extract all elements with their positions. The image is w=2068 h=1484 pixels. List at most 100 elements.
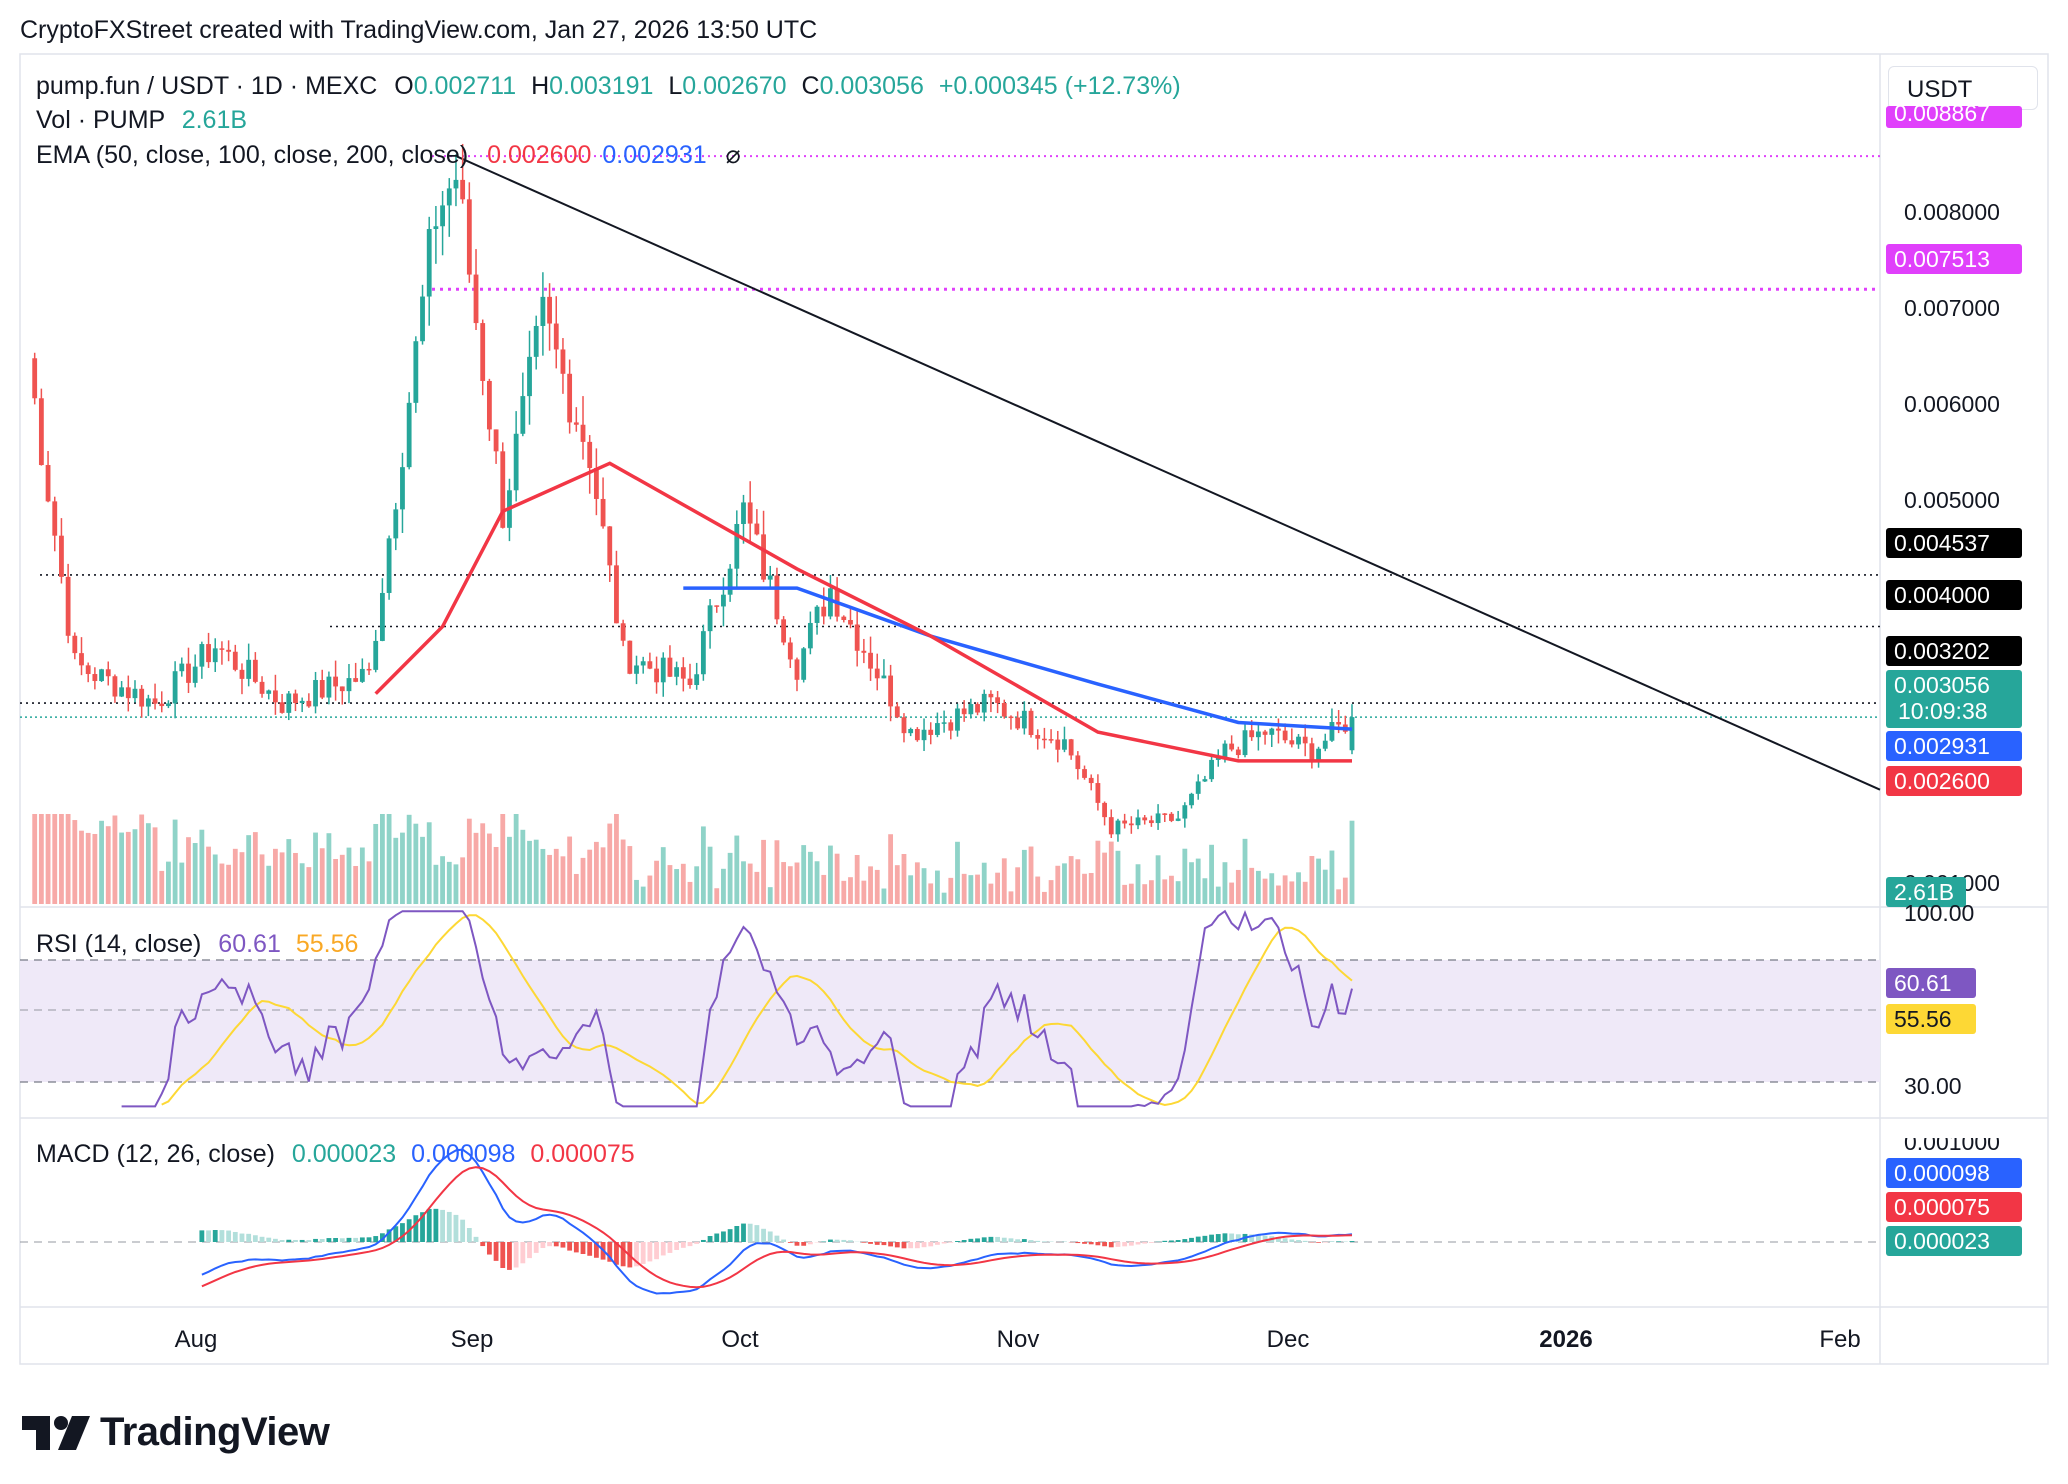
volume-bar xyxy=(440,856,445,904)
candle-body xyxy=(1102,802,1107,818)
candle-body xyxy=(393,509,399,539)
candle-body xyxy=(747,502,753,524)
candle-body xyxy=(1108,817,1114,835)
candle-body xyxy=(453,179,459,189)
ema100-line xyxy=(683,586,1353,731)
price-tick: 0.006000 xyxy=(1904,391,2000,417)
macd-histogram-bar xyxy=(1302,1240,1308,1242)
volume-bar xyxy=(908,875,914,904)
macd-histogram-bar xyxy=(1088,1242,1094,1245)
candle-body xyxy=(1088,777,1094,784)
ema-label: EMA (50, close, 100, close, 200, close) xyxy=(36,141,469,169)
macd-histogram-bar xyxy=(346,1237,352,1242)
macd-histogram-bar xyxy=(868,1242,873,1244)
candle-body xyxy=(299,700,305,704)
macd-histogram-bar xyxy=(774,1235,780,1242)
ema-legend[interactable]: EMA (50, close, 100, close, 200, close) … xyxy=(36,140,741,170)
ema50-line xyxy=(374,461,1352,763)
volume-bar xyxy=(1135,864,1141,904)
volume-bar xyxy=(774,840,780,904)
volume-bar xyxy=(393,837,399,904)
candle-body xyxy=(420,296,425,342)
macd-histogram-bar xyxy=(306,1240,312,1242)
volume-bar xyxy=(65,814,71,904)
volume-bar xyxy=(1021,849,1027,904)
macd-histogram-bar xyxy=(513,1242,519,1268)
macd-histogram-bar xyxy=(1222,1233,1228,1242)
candle-body xyxy=(152,698,158,704)
macd-histogram-bar xyxy=(975,1238,980,1242)
macd-histogram-bar xyxy=(567,1242,573,1251)
volume-bar xyxy=(500,814,506,904)
macd-histogram-bar xyxy=(620,1242,626,1267)
volume-bar xyxy=(1068,856,1074,904)
close-value: 0.003056 xyxy=(819,72,924,100)
volume-bar xyxy=(700,826,706,904)
candle-body xyxy=(961,708,967,715)
signal-axis-label: 0.000075 xyxy=(1886,1192,2022,1222)
symbol-name[interactable]: pump.fun / USDT · 1D · MEXC xyxy=(36,72,378,100)
volume-bar xyxy=(1242,838,1248,904)
macd-lines xyxy=(199,1148,1355,1295)
candle-body xyxy=(59,535,64,577)
rsi-legend[interactable]: RSI (14, close) 60.61 55.56 xyxy=(36,930,358,959)
open-value: 0.002711 xyxy=(413,72,517,100)
candle-body xyxy=(313,680,318,707)
volume-bar xyxy=(667,865,673,904)
volume-bar xyxy=(553,848,559,904)
candle-body xyxy=(1182,805,1188,819)
level-label-4537: 0.004537 xyxy=(1886,528,2022,558)
candle-body xyxy=(85,665,91,675)
candle-body xyxy=(600,498,606,527)
candle-body xyxy=(1322,740,1328,749)
macd-histogram-bar xyxy=(674,1242,680,1250)
ema-hidden-icon[interactable]: ⌀ xyxy=(725,141,741,169)
macd-histogram-bar xyxy=(848,1240,853,1242)
volume-legend[interactable]: Vol · PUMP 2.61B xyxy=(36,106,247,135)
volume-bar xyxy=(212,854,218,904)
macd-histogram-bar xyxy=(433,1208,439,1242)
macd-histogram-bar xyxy=(1162,1240,1168,1242)
candles xyxy=(32,143,1355,842)
volume-bar xyxy=(754,871,760,904)
volume-bar xyxy=(527,840,532,904)
macd-histogram-bar xyxy=(313,1238,318,1242)
candle-body xyxy=(266,690,272,694)
candle-body xyxy=(1269,728,1275,735)
macd-histogram-bar xyxy=(660,1242,666,1256)
volume-bar xyxy=(680,863,686,904)
volume-bar xyxy=(787,866,793,904)
volume-bar xyxy=(1001,858,1007,904)
rsi-label: RSI (14, close) xyxy=(36,930,202,958)
macd-histogram-bar xyxy=(647,1242,653,1262)
macd-legend[interactable]: MACD (12, 26, close) 0.000023 0.000098 0… xyxy=(36,1140,635,1169)
volume-bar xyxy=(299,863,305,904)
candle-body xyxy=(741,502,746,524)
macd-histogram-bar xyxy=(366,1237,372,1242)
macd-histogram-bar xyxy=(667,1242,673,1253)
candle-body xyxy=(1255,731,1261,738)
macd-histogram-bar xyxy=(801,1242,807,1246)
macd-histogram-bar xyxy=(507,1242,512,1270)
candle-body xyxy=(533,325,539,357)
candle-body xyxy=(921,729,927,741)
macd-histogram-bar xyxy=(286,1239,292,1242)
candle-body xyxy=(1329,722,1335,741)
volume-bar xyxy=(1148,880,1154,904)
macd-histogram-bar xyxy=(1336,1241,1342,1242)
volume-bar xyxy=(1162,879,1168,904)
currency-button[interactable]: USDT xyxy=(1888,66,2038,110)
volume-bar xyxy=(881,888,887,904)
candle-body xyxy=(1296,736,1301,745)
volume-bar xyxy=(1222,862,1228,904)
level-label-3202: 0.003202 xyxy=(1886,636,2022,666)
volume-bar xyxy=(1035,876,1041,904)
candle-body xyxy=(888,675,894,707)
volume-bar xyxy=(413,823,419,904)
candle-body xyxy=(65,576,71,636)
macd-histogram-bar xyxy=(1021,1239,1027,1242)
macd-histogram-bar xyxy=(279,1240,285,1242)
candle-body xyxy=(212,648,218,663)
candle-body xyxy=(139,688,145,707)
